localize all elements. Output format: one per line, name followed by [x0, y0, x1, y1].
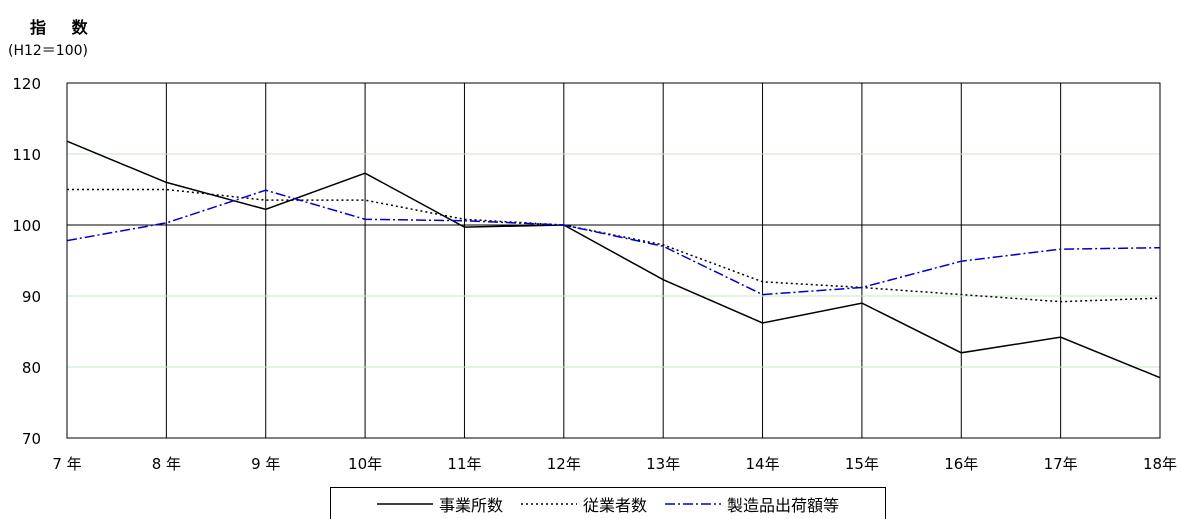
series-lines [66, 140, 1161, 379]
y-tick-label-3: 100 [12, 217, 41, 235]
y-axis-title: 指 数 [30, 18, 98, 37]
y-tick-label-4: 110 [12, 146, 41, 164]
x-tick-label-9: 16年 [944, 455, 978, 473]
series-line-1 [67, 188, 1161, 303]
x-tick-label-8: 15年 [845, 455, 879, 473]
legend-label-2: 製造品出荷額等 [727, 495, 840, 515]
x-tick-label-2: 9 年 [251, 455, 280, 473]
legend-swatch-dashdot [665, 502, 721, 505]
legend-item-1: 従業者数 [520, 492, 647, 516]
x-tick-label-6: 13年 [646, 455, 680, 473]
x-tick-label-4: 11年 [447, 455, 481, 473]
y-axis-subtitle: (H12＝100) [8, 43, 88, 59]
y-tick-label-0: 70 [22, 430, 41, 448]
plot-frame [66, 82, 1161, 439]
x-tick-label-5: 12年 [547, 455, 581, 473]
legend-swatch-dotted [520, 502, 577, 505]
x-tick-label-11: 18年 [1143, 455, 1177, 473]
legend-swatch-solid [376, 502, 433, 505]
y-tick-label-2: 90 [22, 288, 41, 306]
y-tick-label-5: 120 [12, 75, 41, 93]
y-axis-ticks: 70 80 90 100 110 120 [12, 75, 41, 448]
x-tick-label-7: 14年 [745, 455, 779, 473]
legend-item-2: 製造品出荷額等 [665, 492, 839, 516]
y-tick-label-1: 80 [22, 359, 41, 377]
series-line-0 [66, 140, 1161, 379]
x-axis-ticks: 7 年 8 年 9 年 10年 11年 12年 13年 14年 15年 16年 17年 18年 [52, 455, 1177, 473]
x-tick-label-1: 8 年 [152, 455, 181, 473]
legend-label-0: 事業所数 [438, 495, 503, 515]
series-line-2 [66, 189, 1161, 296]
legend-item-0: 事業所数 [376, 492, 503, 516]
x-tick-label-3: 10年 [348, 455, 382, 473]
legend: 事業所数 従業者数 製造品出荷額等 [330, 487, 886, 519]
line-chart: 70 80 90 100 110 120 7 年 8 年 9 年 10年 11年 12年 13年 14年… [12, 75, 1177, 473]
grid [67, 83, 1160, 438]
x-tick-label-0: 7 年 [52, 455, 81, 473]
x-tick-label-10: 17年 [1044, 455, 1078, 473]
legend-label-1: 従業者数 [582, 495, 647, 515]
